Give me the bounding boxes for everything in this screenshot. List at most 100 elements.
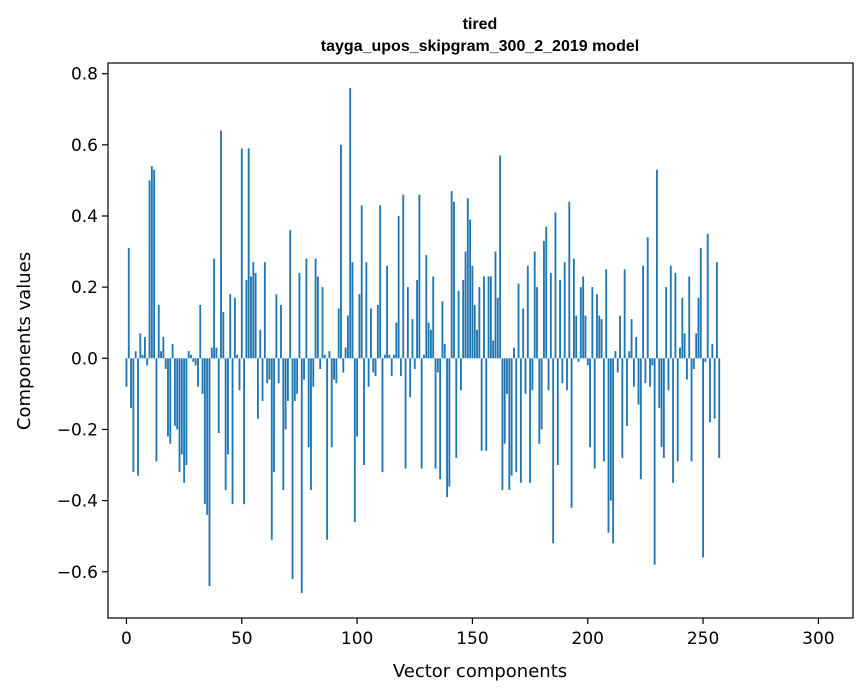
bar-0 — [125, 358, 128, 387]
bar-247 — [695, 333, 698, 359]
bar-246 — [692, 358, 695, 369]
bar-118 — [397, 215, 400, 359]
bar-210 — [609, 358, 612, 501]
bar-131 — [427, 322, 430, 359]
bar-52 — [245, 280, 248, 359]
bar-142 — [453, 201, 455, 359]
bar-106 — [370, 308, 372, 359]
bar-239 — [676, 358, 679, 462]
bar-226 — [646, 237, 649, 359]
x-tick-label: 200 — [572, 629, 604, 649]
bar-91 — [335, 358, 338, 384]
bar-86 — [323, 354, 326, 359]
bar-90 — [333, 358, 335, 380]
bar-249 — [699, 248, 702, 359]
y-tick-label: 0.6 — [71, 136, 98, 156]
bar-127 — [418, 194, 421, 359]
bar-19 — [169, 358, 172, 444]
bar-83 — [316, 276, 319, 359]
bar-76 — [300, 358, 303, 594]
bar-150 — [471, 265, 474, 359]
bar-196 — [577, 358, 580, 362]
bar-233 — [662, 358, 665, 458]
bar-47 — [233, 297, 236, 359]
bar-16 — [162, 336, 165, 359]
bar-221 — [635, 336, 638, 359]
bar-198 — [582, 276, 585, 359]
bar-36 — [208, 358, 211, 586]
bar-172 — [522, 308, 525, 359]
bar-173 — [524, 358, 527, 394]
bar-234 — [665, 287, 668, 359]
bar-126 — [416, 280, 418, 359]
bar-136 — [439, 358, 442, 480]
chart-title-line-2: tayga_upos_skipgram_300_2_2019 model — [321, 38, 639, 55]
bar-99 — [353, 358, 356, 522]
bar-39 — [215, 347, 218, 359]
bar-57 — [257, 358, 259, 419]
bar-164 — [503, 358, 506, 444]
bar-163 — [501, 358, 504, 490]
plot-frame — [107, 62, 854, 619]
bar-111 — [381, 358, 384, 473]
bar-159 — [492, 340, 495, 359]
bar-49 — [238, 358, 241, 391]
bar-185 — [552, 358, 555, 544]
bar-148 — [466, 198, 469, 359]
bar-175 — [529, 358, 532, 483]
bar-205 — [598, 315, 601, 359]
bar-105 — [367, 358, 370, 387]
bar-132 — [429, 329, 432, 359]
bar-168 — [513, 347, 515, 359]
bar-219 — [630, 319, 633, 359]
bar-68 — [282, 358, 285, 490]
bar-158 — [489, 276, 492, 359]
bar-193 — [570, 358, 573, 508]
bar-220 — [632, 358, 635, 387]
bar-48 — [236, 354, 239, 359]
chart-title-line-1: tired — [463, 16, 498, 33]
bar-104 — [365, 262, 368, 359]
bar-61 — [266, 358, 269, 384]
bar-65 — [275, 294, 278, 359]
bar-121 — [404, 358, 407, 469]
bar-242 — [683, 333, 686, 359]
bar-165 — [506, 358, 508, 394]
bar-180 — [540, 358, 543, 430]
bar-230 — [656, 169, 658, 359]
bar-10 — [148, 180, 151, 359]
bar-34 — [203, 358, 206, 505]
bar-225 — [644, 358, 647, 384]
bar-80 — [310, 358, 312, 490]
bar-231 — [658, 358, 661, 409]
bar-224 — [642, 265, 645, 359]
bar-29 — [192, 358, 195, 362]
bar-25 — [183, 358, 186, 483]
bar-22 — [176, 358, 179, 430]
bar-201 — [589, 358, 591, 448]
bar-1 — [127, 248, 130, 359]
bar-113 — [386, 265, 389, 359]
bar-24 — [180, 358, 183, 455]
bar-14 — [157, 304, 160, 359]
x-tick-label: 0 — [121, 629, 132, 649]
bar-58 — [259, 329, 262, 359]
bar-9 — [146, 358, 149, 366]
bar-33 — [201, 358, 204, 394]
bar-169 — [515, 358, 518, 473]
bar-229 — [653, 358, 656, 565]
bar-189 — [561, 358, 564, 384]
bar-23 — [178, 358, 181, 473]
bar-64 — [273, 358, 275, 473]
bar-244 — [688, 276, 691, 359]
bar-202 — [591, 287, 594, 359]
bar-3 — [132, 358, 135, 473]
bar-188 — [559, 280, 561, 359]
bar-152 — [476, 329, 478, 359]
bar-145 — [459, 358, 462, 391]
bar-245 — [690, 358, 693, 462]
bar-63 — [270, 358, 273, 540]
bar-184 — [549, 272, 552, 359]
bar-190 — [563, 262, 566, 359]
bar-75 — [298, 272, 301, 359]
